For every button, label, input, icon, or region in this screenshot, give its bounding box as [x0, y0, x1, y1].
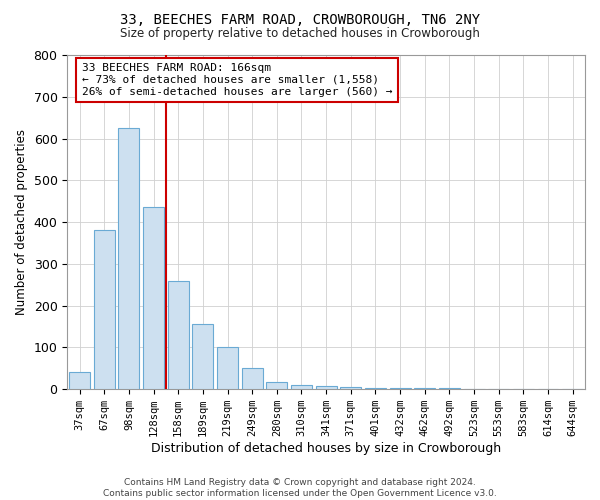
- Bar: [340, 387, 361, 389]
- Bar: [316, 386, 337, 389]
- Bar: [439, 388, 460, 389]
- Text: 33, BEECHES FARM ROAD, CROWBOROUGH, TN6 2NY: 33, BEECHES FARM ROAD, CROWBOROUGH, TN6 …: [120, 12, 480, 26]
- Bar: [69, 372, 90, 389]
- Y-axis label: Number of detached properties: Number of detached properties: [15, 129, 28, 315]
- Text: Contains HM Land Registry data © Crown copyright and database right 2024.
Contai: Contains HM Land Registry data © Crown c…: [103, 478, 497, 498]
- Text: Size of property relative to detached houses in Crowborough: Size of property relative to detached ho…: [120, 28, 480, 40]
- Bar: [217, 348, 238, 389]
- Bar: [242, 368, 263, 389]
- Bar: [266, 382, 287, 389]
- Bar: [365, 388, 386, 389]
- Bar: [94, 230, 115, 389]
- Bar: [291, 385, 312, 389]
- Bar: [389, 388, 410, 389]
- Bar: [118, 128, 139, 389]
- Text: 33 BEECHES FARM ROAD: 166sqm
← 73% of detached houses are smaller (1,558)
26% of: 33 BEECHES FARM ROAD: 166sqm ← 73% of de…: [82, 64, 392, 96]
- Bar: [193, 324, 214, 389]
- Bar: [168, 280, 188, 389]
- X-axis label: Distribution of detached houses by size in Crowborough: Distribution of detached houses by size …: [151, 442, 501, 455]
- Bar: [143, 208, 164, 389]
- Bar: [414, 388, 435, 389]
